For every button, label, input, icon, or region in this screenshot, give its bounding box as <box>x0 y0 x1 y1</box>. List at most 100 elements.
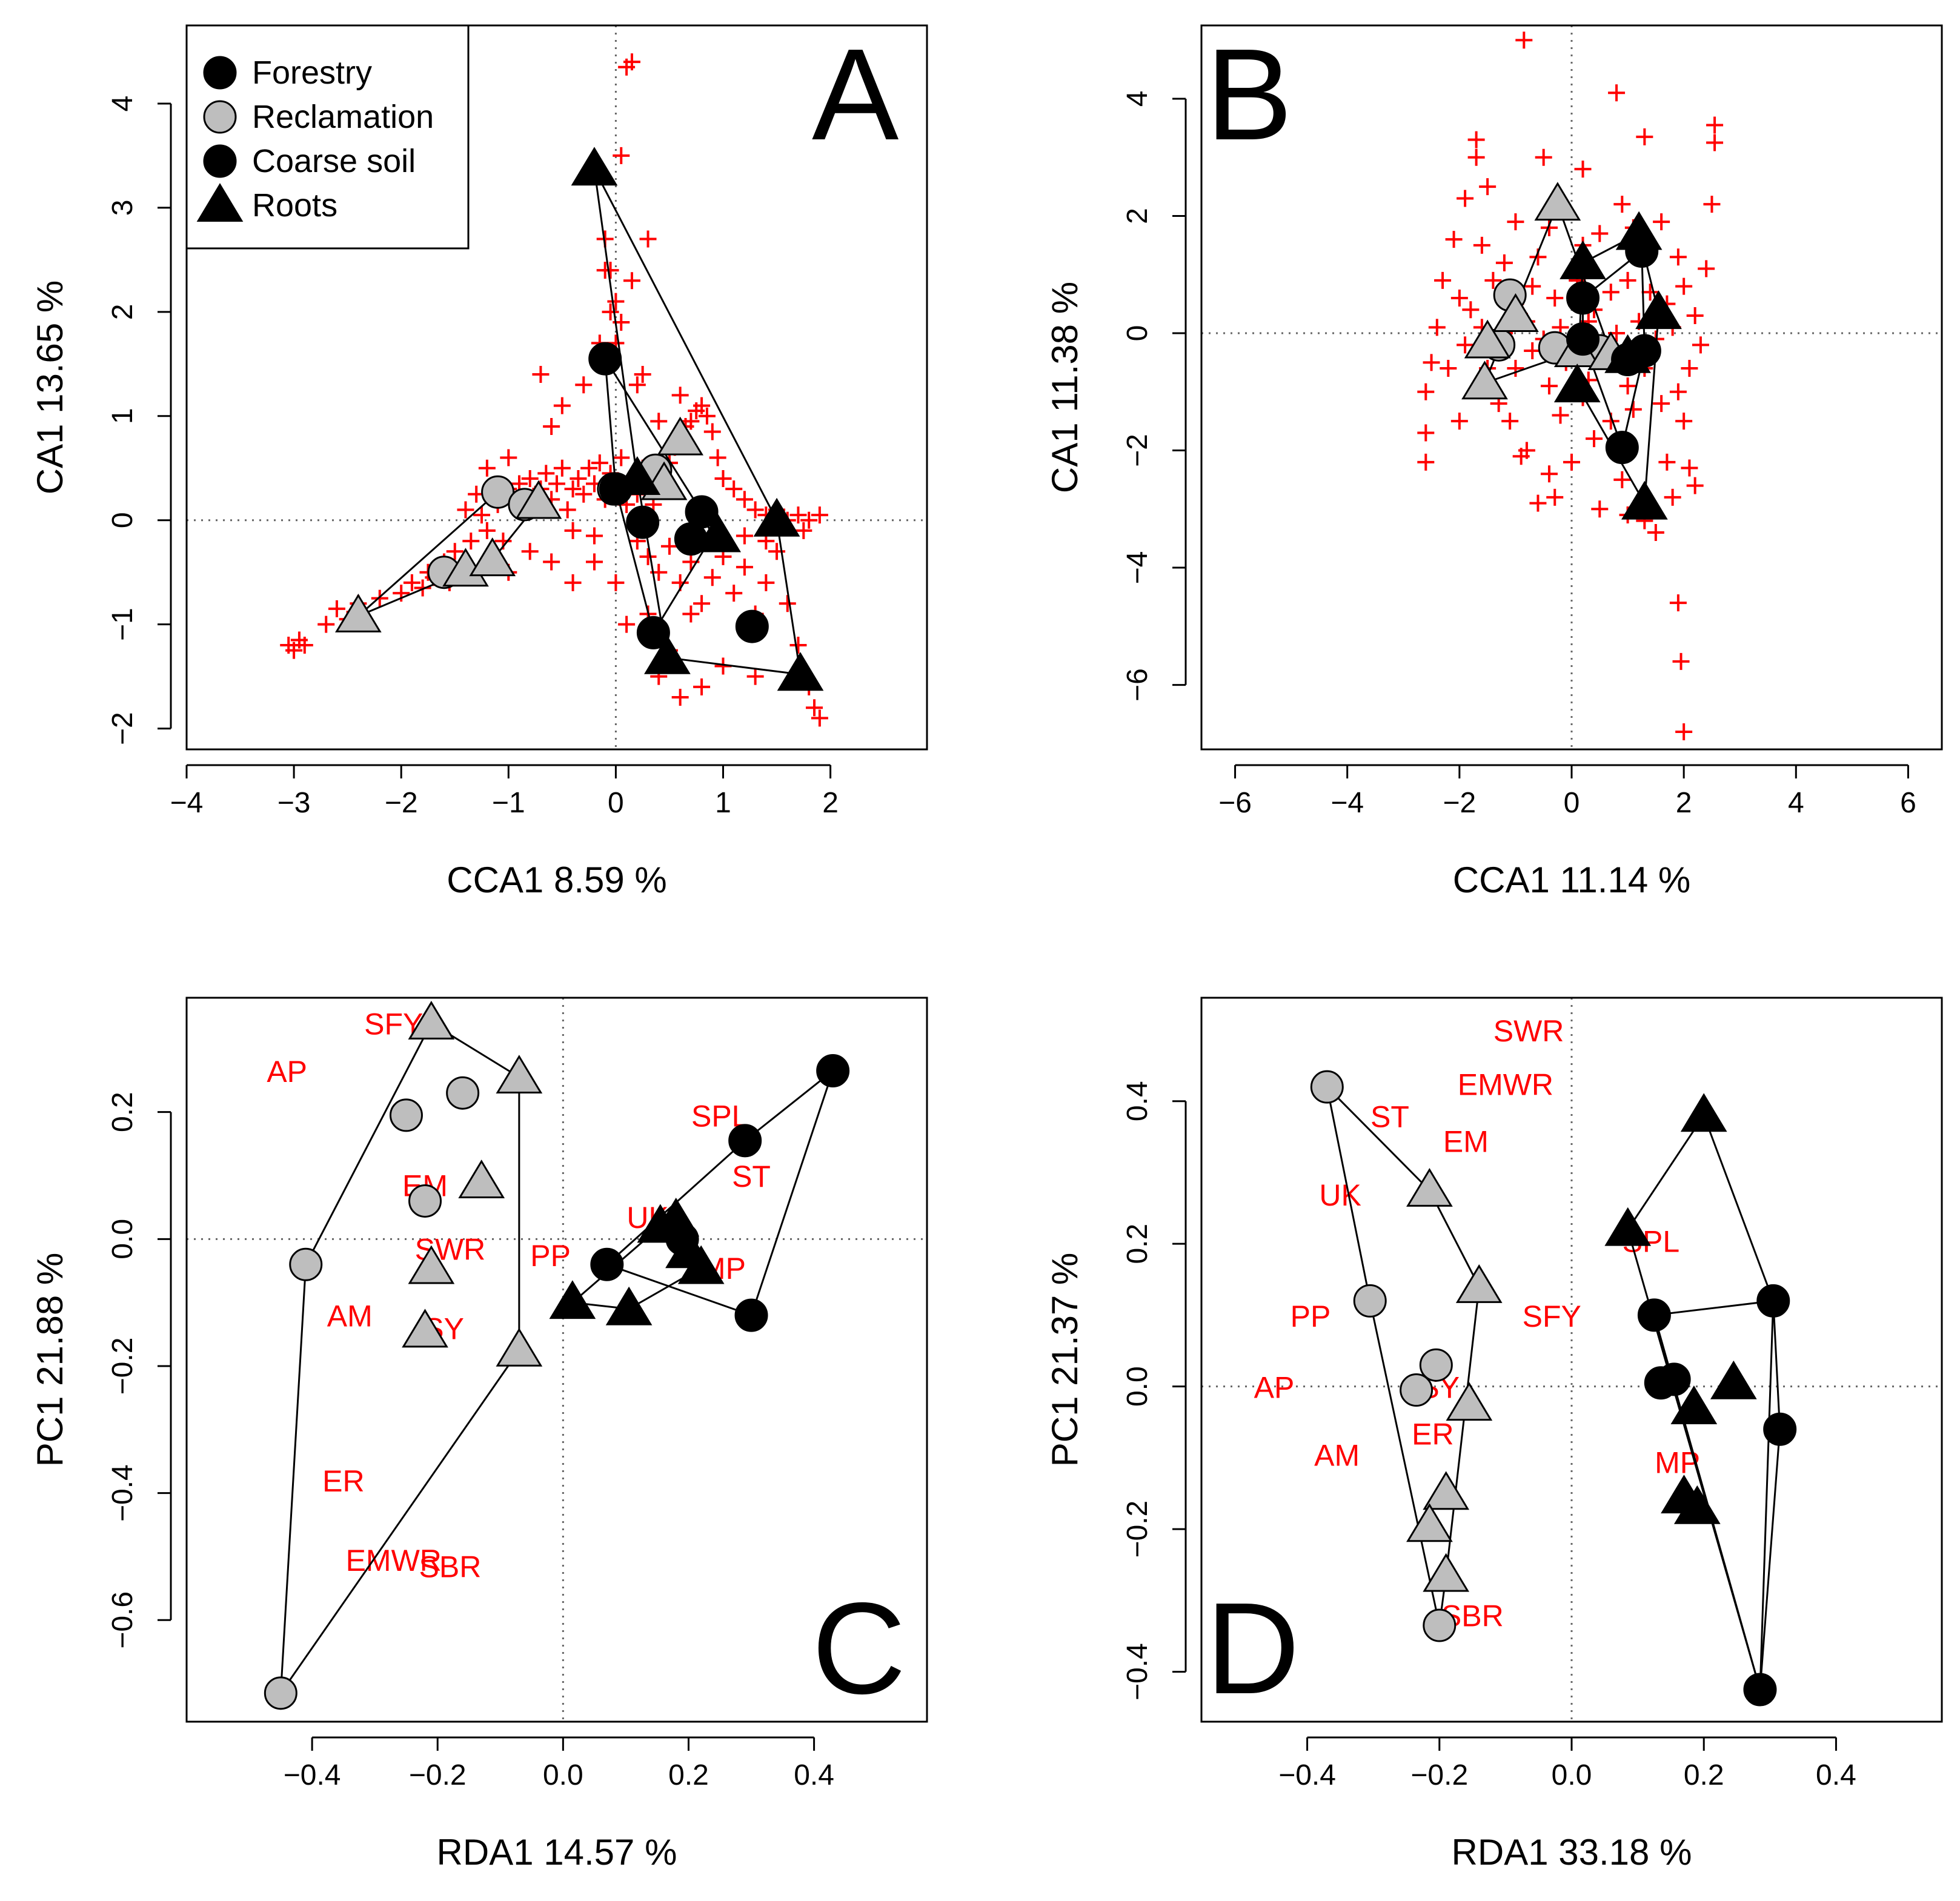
y-axis-label: CA1 11.38 % <box>1045 282 1085 493</box>
species-point <box>1417 383 1435 400</box>
y-tick-label: −2 <box>107 712 139 745</box>
reclamation-triangle-marker <box>1423 1553 1470 1592</box>
species-label: PP <box>1291 1299 1331 1333</box>
species-point <box>1586 430 1603 448</box>
y-tick-label: −2 <box>1121 434 1154 467</box>
panel-a: −4 −3 −2 −1 0 1 2 CCA1 8.59 % −2 −1 0 1 2 3 4 CA1 13.65… <box>30 21 928 900</box>
reclamation-circle-marker <box>289 1247 323 1281</box>
y-axis-label: PC1 21.88 % <box>30 1253 70 1467</box>
species-point <box>1602 284 1619 301</box>
species-point <box>1675 413 1693 430</box>
species-point <box>1417 453 1435 471</box>
species-point <box>553 459 571 477</box>
panel-b: −6 −4 −2 0 2 4 6 CCA1 11.14 % −6 −4 −2 0 2 4 CA1 11.38… <box>1045 21 1943 900</box>
species-point <box>618 615 636 633</box>
panel-letter: B <box>1206 21 1292 167</box>
species-label: ST <box>1370 1100 1409 1133</box>
species-point <box>462 532 480 550</box>
roots-triangle-marker <box>677 1245 725 1284</box>
species-point <box>457 501 474 519</box>
legend-triangle-icon <box>196 183 244 222</box>
species-point <box>591 454 608 472</box>
roots-triangle-marker <box>605 1286 653 1325</box>
species-point <box>613 449 630 466</box>
species-point <box>1703 196 1721 213</box>
plot-frame <box>185 24 928 751</box>
species-point <box>1669 383 1687 400</box>
species-point <box>585 527 603 545</box>
x-tick-label: 0.0 <box>543 1759 583 1791</box>
species-point <box>414 579 431 597</box>
reclamation-triangle-marker <box>1461 360 1508 400</box>
species-label: ER <box>1412 1417 1453 1451</box>
species-point <box>671 689 689 706</box>
species-point <box>580 459 598 477</box>
roots-triangle-marker <box>1553 363 1601 403</box>
species-point <box>564 574 582 591</box>
species-point <box>575 376 593 394</box>
forestry-circle-marker <box>1566 322 1600 356</box>
species-point <box>736 527 753 545</box>
species-point <box>789 506 807 524</box>
y-tick-label: −0.2 <box>1121 1501 1154 1558</box>
y-tick-label: −1 <box>107 608 139 641</box>
species-point <box>1450 289 1468 307</box>
legend-label: Forestry <box>252 55 372 91</box>
species-point <box>650 413 668 430</box>
species-point <box>602 262 619 279</box>
y-tick-label: 4 <box>1121 91 1154 107</box>
species-label: AP <box>1254 1371 1295 1405</box>
x-tick-label: −6 <box>1218 787 1252 819</box>
forestry-circle-marker <box>1637 1298 1671 1332</box>
species-point <box>1434 271 1452 289</box>
species-point <box>1535 148 1552 166</box>
species-point <box>532 366 550 383</box>
roots-triangle-marker <box>1604 334 1651 373</box>
species-point <box>317 615 335 633</box>
reclamation-triangle-marker <box>496 1055 543 1094</box>
y-tick-label: 3 <box>107 200 139 216</box>
reclamation-triangle-marker <box>1534 182 1581 221</box>
y-tick-label: −6 <box>1121 668 1154 702</box>
legend: Forestry Reclamation Coarse soil Roots <box>185 24 470 250</box>
species-point <box>1613 471 1631 488</box>
species-point <box>602 303 619 320</box>
species-point <box>1445 231 1463 248</box>
reclamation-triangle-marker <box>469 537 516 577</box>
species-label: AM <box>1314 1439 1360 1473</box>
species-point <box>623 272 640 290</box>
species-label: EMWR <box>1458 1067 1553 1101</box>
reclamation-circle-marker <box>389 1098 423 1132</box>
species-point <box>1681 360 1698 377</box>
species-point <box>1450 413 1468 430</box>
species-point <box>703 423 721 440</box>
species-point <box>1457 336 1474 354</box>
species-point <box>725 480 743 498</box>
reclamation-circle-marker <box>1310 1070 1344 1104</box>
species-point <box>478 459 496 477</box>
y-tick-label: 0.2 <box>107 1092 139 1132</box>
species-point <box>1647 523 1664 541</box>
legend-circle-icon <box>203 56 237 90</box>
species-point <box>585 553 603 571</box>
species-point <box>1669 248 1687 266</box>
reclamation-triangle-marker <box>1406 1167 1453 1207</box>
species-point <box>1619 377 1636 395</box>
roots-triangle-marker <box>694 513 742 552</box>
species-point <box>1698 260 1715 277</box>
x-tick-label: 0 <box>1564 787 1580 819</box>
species-point <box>757 574 775 591</box>
species-point <box>628 376 646 394</box>
species-point <box>1653 213 1670 231</box>
y-tick-label: 0.2 <box>1121 1224 1154 1264</box>
species-point <box>1546 488 1564 506</box>
species-label: AP <box>267 1055 307 1089</box>
species-point <box>789 637 807 654</box>
roots-hull <box>593 168 802 675</box>
panel-letter: C <box>812 1575 906 1721</box>
reclamation-triangle-marker <box>657 416 704 456</box>
species-point <box>1540 219 1558 236</box>
reclamation-circle-marker <box>264 1676 297 1710</box>
y-tick-label: −4 <box>1121 551 1154 585</box>
